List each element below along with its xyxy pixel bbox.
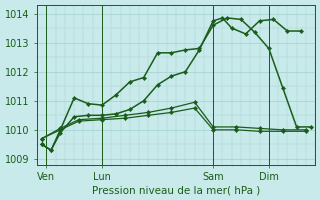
X-axis label: Pression niveau de la mer( hPa ): Pression niveau de la mer( hPa ) [92,185,260,195]
